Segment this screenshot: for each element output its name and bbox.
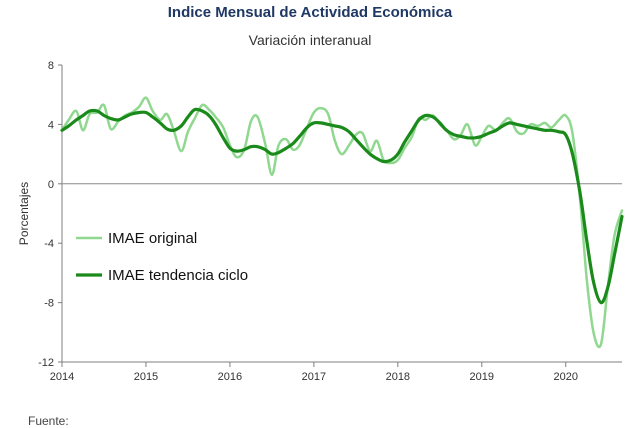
y-tick-label: -12 bbox=[38, 357, 54, 369]
y-tick-label: 4 bbox=[48, 119, 54, 131]
legend-box bbox=[66, 214, 271, 298]
chart-subtitle: Variación interanual bbox=[248, 32, 372, 48]
y-tick-label: 0 bbox=[48, 179, 54, 191]
x-tick-label: 2018 bbox=[386, 371, 410, 383]
x-tick-label: 2015 bbox=[134, 371, 158, 383]
series-lines bbox=[60, 96, 624, 349]
x-tick-label: 2016 bbox=[218, 371, 242, 383]
x-tick-label: 2020 bbox=[554, 371, 578, 383]
x-tick-label: 2019 bbox=[470, 371, 494, 383]
x-tick-label: 2014 bbox=[50, 371, 74, 383]
y-axis-label: Porcentajes bbox=[17, 182, 31, 245]
source-footer: Fuente: bbox=[28, 414, 69, 428]
chart-legend: IMAE original IMAE tendencia ciclo bbox=[66, 214, 271, 298]
series-line-imae-tendencia-ciclo bbox=[60, 107, 624, 305]
legend-label: IMAE tendencia ciclo bbox=[108, 267, 248, 284]
x-tick-label: 2017 bbox=[302, 371, 326, 383]
legend-label: IMAE original bbox=[108, 230, 197, 247]
y-tick-label: 8 bbox=[48, 60, 54, 72]
y-tick-label: -4 bbox=[44, 238, 54, 250]
chart-title: Indice Mensual de Actividad Económica bbox=[167, 4, 453, 21]
y-tick-label: -8 bbox=[44, 298, 54, 310]
chart-axes: 8 4 0 -4 -8 -12 2014 2015 2016 2017 2018 2019 2020 Po… bbox=[17, 60, 622, 383]
series-line-imae-original bbox=[60, 96, 624, 349]
